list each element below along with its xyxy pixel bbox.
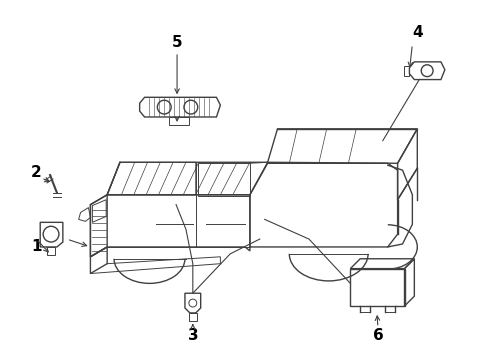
Text: 5: 5 — [172, 35, 182, 50]
Text: 2: 2 — [31, 165, 42, 180]
Text: 4: 4 — [412, 25, 422, 40]
Text: 6: 6 — [372, 328, 383, 343]
Text: 1: 1 — [31, 239, 42, 255]
Text: 3: 3 — [188, 328, 198, 343]
